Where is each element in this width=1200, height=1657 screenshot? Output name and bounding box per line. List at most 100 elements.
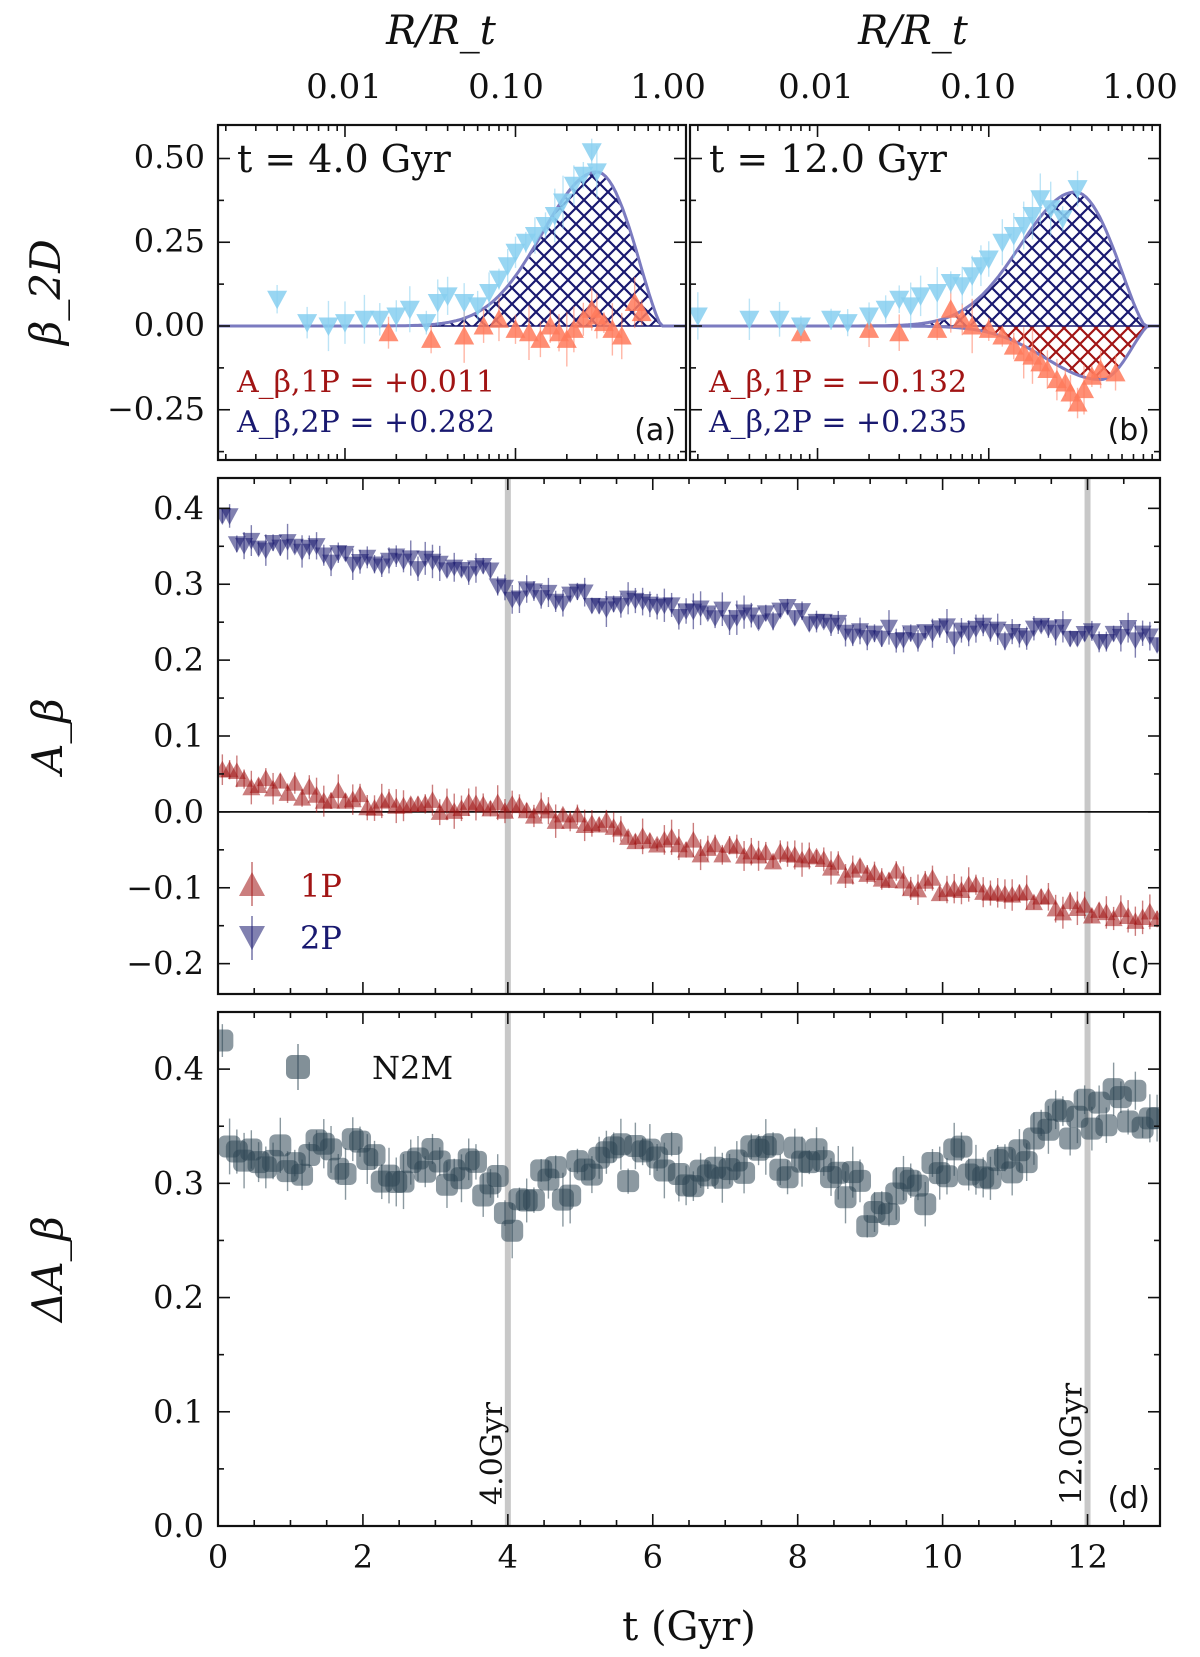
panel-a-2p-point-19	[535, 217, 556, 236]
panel-b-frame	[688, 123, 1162, 462]
panel-c-ytick-label-4: 0.0	[153, 793, 204, 831]
panel-c-1p-point-3	[235, 770, 254, 787]
panel-a-2p-fit-curve	[218, 170, 686, 328]
panel-c-1p-point-71	[727, 837, 746, 855]
panel-c-1p-point-45	[539, 801, 558, 819]
panel-b-1p-point-19	[1081, 366, 1102, 385]
panel-c-2p-point-122	[1097, 633, 1116, 651]
panel-d-n2m-point-92	[877, 1203, 900, 1226]
panel-d: 0.4 0.3 0.2 0.1 0.0 0 2 4 6 8 10 12 ΔA_β t (Gyr) N…	[23, 1010, 1162, 1650]
panel-c-1p-point-69	[713, 845, 732, 863]
panel-a-2p-fit-area	[218, 171, 686, 326]
panel-c-1p-point-119	[1075, 896, 1094, 913]
panel-d-xtick-label-5: 10	[922, 1538, 963, 1576]
panel-b-1p-point-2	[889, 322, 910, 342]
panel-a-1p-point-10	[556, 329, 577, 348]
panel-c-2p-point-1	[220, 508, 239, 525]
panel-c-2p-point-47	[553, 595, 572, 613]
panel-a-1p-point-5	[505, 319, 526, 338]
panel-c-1p-point-104	[966, 875, 985, 893]
panel-c-2p-point-92	[879, 619, 898, 637]
panel-c-ytick-label-5: −0.1	[126, 869, 204, 907]
panel-c-label: (c)	[1110, 947, 1150, 982]
panel-c-2p-point-39	[495, 579, 514, 597]
panel-d-n2m-point-72	[733, 1161, 756, 1184]
panel-b-2p-point-9	[900, 297, 921, 316]
legend-2p-label: 2P	[300, 919, 342, 957]
panel-c-1p-point-68	[706, 835, 725, 853]
panel-c-1p-point-88	[851, 856, 870, 874]
panel-b-2p-point-10	[910, 287, 931, 306]
panel-a-2p-point-1	[297, 314, 318, 333]
panel-a-label: (a)	[634, 413, 676, 448]
panel-c-1p-point-52	[590, 815, 609, 833]
panel-d-n2m-point-62	[660, 1133, 683, 1156]
panel-c-2p-point-27	[408, 561, 427, 578]
panel-c-1p-point-16	[329, 781, 348, 799]
panel-a-2p-point-18	[524, 227, 545, 246]
panel-b-2p-point-8	[889, 290, 910, 310]
panel-b-top-axis-label: R/R_t	[857, 8, 969, 54]
panel-c-2p-point-120	[1082, 623, 1101, 640]
panel-a-2p-point-7	[399, 300, 420, 320]
panel-a-1p-point-1	[421, 329, 442, 348]
panel-c-2p-point-17	[336, 545, 355, 563]
panel-d-n2m-point-111	[1015, 1151, 1038, 1174]
panel-b-2p-point-2	[769, 310, 790, 330]
panel-a-1p-point-0	[378, 322, 399, 342]
panel-a-2p-point-13	[479, 284, 500, 303]
panel-c-1p-point-123	[1104, 909, 1123, 927]
panel-c-2p-point-128	[1140, 628, 1159, 646]
panel-a-2p-point-0	[267, 290, 288, 310]
panel-a-2p-point-6	[386, 307, 407, 326]
panel-b-1p-point-18	[1074, 379, 1095, 399]
panel-a-1p-point-3	[473, 316, 494, 335]
panel-c-2p-point-108	[995, 633, 1014, 650]
panel-c-2p-point-13	[307, 538, 326, 555]
panel-c-2p-point-78	[778, 599, 797, 616]
panel-b-2p-point-21	[1030, 190, 1051, 209]
panel-d-xtick-label-1: 2	[353, 1538, 373, 1576]
panel-c-ytick-labels: 0.4 0.3 0.2 0.1 0.0 −0.1 −0.2	[126, 489, 204, 982]
panel-c-2p-point-124	[1111, 628, 1130, 646]
panel-b-2p-point-1	[739, 310, 760, 330]
panel-c-1p-point-6	[256, 769, 275, 787]
panel-d-n2m-point-46	[544, 1156, 567, 1179]
panel-d-n2m-point-97	[914, 1193, 937, 1216]
panel-c-2p-point-24	[387, 548, 406, 566]
panel-b-amp-2p: A_β,2P = +0.235	[708, 405, 967, 440]
panel-c-2p-point-101	[945, 631, 964, 649]
panel-d-ytick-label-0: 0.4	[153, 1050, 204, 1088]
panel-b-1p-point-5	[952, 309, 973, 328]
panel-c-2p-point-45	[539, 584, 558, 602]
panel-b-1p-point-9	[1003, 336, 1024, 355]
panel-d-n2m-point-21	[363, 1144, 386, 1167]
panel-c-ytick-label-0: 0.4	[153, 489, 204, 527]
panel-d-n2m-point-56	[617, 1170, 640, 1193]
panel-c-2p-point-6	[256, 542, 275, 560]
panel-b-2p-point-14	[962, 267, 983, 286]
panel-c-2p-point-85	[829, 614, 848, 632]
panel-d-n2m-point-88	[849, 1169, 872, 1192]
panel-c-1p-point-43	[524, 806, 543, 824]
panel-c-ytick-label-2: 0.2	[153, 641, 204, 679]
panel-c-1p-point-11	[293, 788, 312, 806]
panel-a-1p-point-2	[454, 326, 475, 345]
panel-b-2p-point-18	[1003, 227, 1024, 246]
panel-b-2p-fit-area	[690, 192, 1160, 326]
panel-d-n2m-point-122	[1095, 1114, 1118, 1137]
panel-c-2p-point-36	[474, 558, 493, 575]
panel-c-points	[218, 504, 1160, 936]
panel-d-n2m-point-96	[906, 1174, 929, 1197]
panel-d-xtick-labels: 0 2 4 6 8 10 12	[208, 1538, 1108, 1576]
panel-a-2p-point-8	[416, 314, 437, 333]
panel-d-n2m-point-43	[522, 1189, 545, 1212]
panel-c-2p-point-67	[698, 605, 717, 623]
panel-c-1p-point-129	[1148, 910, 1160, 927]
panel-b-1p-point-8	[992, 326, 1013, 345]
panel-a-2p-point-12	[467, 297, 488, 316]
panel-c-2p-point-129	[1148, 637, 1160, 654]
panel-b-1p-fit-area	[690, 326, 1160, 380]
panel-c-1p-point-114	[1039, 887, 1058, 905]
panel-c-2p-point-100	[937, 618, 956, 635]
